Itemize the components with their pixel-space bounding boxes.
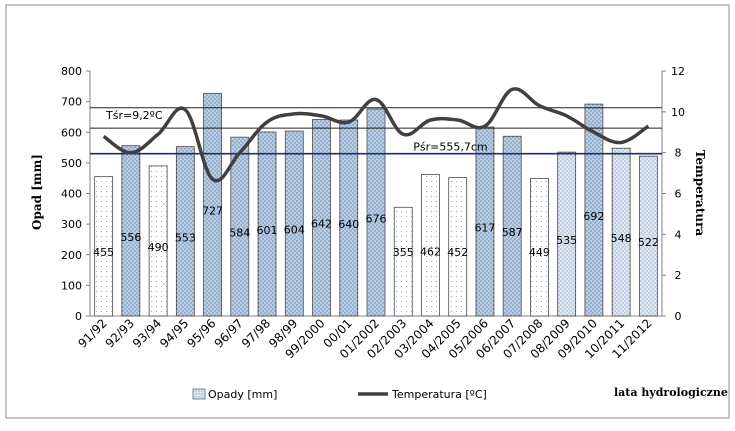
y-left-tick-label: 200 bbox=[61, 249, 82, 262]
y-right-tick-label: 2 bbox=[675, 269, 682, 282]
y-left-tick-label: 600 bbox=[61, 126, 82, 139]
bar-opady bbox=[94, 176, 114, 317]
bar-value-label: 692 bbox=[583, 210, 604, 223]
bar-opady bbox=[557, 151, 577, 317]
y-right-tick-label: 6 bbox=[675, 188, 682, 201]
bar-value-label: 449 bbox=[529, 246, 550, 259]
legend-swatch-opady bbox=[192, 388, 206, 400]
y-left-tick-label: 0 bbox=[75, 310, 82, 323]
bar-opady bbox=[584, 103, 604, 317]
bar-value-label: 584 bbox=[229, 227, 250, 240]
y-left-axis-title: Opad [mm] bbox=[30, 154, 44, 230]
y-right-axis-title: Temperatura bbox=[693, 150, 707, 237]
bar-value-label: 617 bbox=[474, 222, 495, 235]
bar-opady bbox=[175, 146, 195, 317]
bar-value-label: 601 bbox=[257, 224, 278, 237]
reference-label-precipitation-mean: Pśr=555,7cm bbox=[413, 141, 487, 154]
y-left-tick-label: 800 bbox=[61, 65, 82, 78]
bar-value-label: 462 bbox=[420, 245, 441, 258]
y-left-tick-label: 400 bbox=[61, 188, 82, 201]
legend-label-opady: Opady [mm] bbox=[208, 388, 277, 401]
y-right-tick-label: 8 bbox=[675, 147, 682, 160]
bar-opady bbox=[448, 177, 468, 317]
bar-opady bbox=[284, 130, 304, 317]
bar-value-label: 727 bbox=[202, 205, 223, 218]
bar-value-label: 642 bbox=[311, 218, 332, 231]
bar-value-label: 640 bbox=[338, 218, 359, 231]
temperature-line bbox=[102, 87, 650, 183]
y-left-tick-label: 500 bbox=[61, 157, 82, 170]
bar-value-label: 355 bbox=[393, 246, 414, 259]
bar-value-label: 452 bbox=[447, 246, 468, 259]
bar-opady bbox=[393, 206, 413, 317]
bar-value-label: 455 bbox=[93, 246, 114, 259]
y-right-tick-label: 12 bbox=[671, 65, 685, 78]
bar-value-label: 535 bbox=[556, 234, 577, 247]
bar-opady bbox=[148, 165, 168, 317]
bar-opady bbox=[366, 108, 386, 317]
bar-value-label: 490 bbox=[148, 241, 169, 254]
bar-opady bbox=[638, 155, 658, 317]
x-axis-title: lata hydrologiczne bbox=[614, 386, 728, 399]
y-right-tick-label: 10 bbox=[671, 106, 685, 119]
bar-opady bbox=[230, 136, 250, 317]
reference-label-temperature-mean: Tśr=9,2ºC bbox=[105, 109, 163, 122]
bar-opady bbox=[421, 174, 440, 317]
legend-label-temperatura: Temperatura [ºC] bbox=[391, 388, 487, 401]
bar-opady bbox=[530, 178, 549, 317]
bar-value-label: 553 bbox=[175, 231, 196, 244]
bar-opady bbox=[611, 147, 631, 317]
bar-opady bbox=[502, 135, 522, 317]
bar-value-label: 676 bbox=[366, 212, 387, 225]
bar-opady bbox=[203, 92, 222, 317]
y-right-tick-label: 4 bbox=[675, 228, 682, 241]
bar-value-label: 604 bbox=[284, 224, 305, 237]
y-left-tick-label: 700 bbox=[61, 96, 82, 109]
legend: Opady [mm] Temperatura [ºC] bbox=[192, 388, 487, 401]
y-left-tick-label: 300 bbox=[61, 218, 82, 231]
bar-value-label: 556 bbox=[120, 231, 141, 244]
bar-value-label: 587 bbox=[502, 226, 523, 239]
bar-opady bbox=[121, 145, 141, 317]
bar-value-label: 522 bbox=[638, 236, 659, 249]
bar-opady bbox=[257, 131, 277, 317]
bar-opady bbox=[312, 118, 331, 317]
bar-opady bbox=[339, 119, 359, 317]
bar-value-label: 548 bbox=[611, 232, 632, 245]
y-right-tick-label: 0 bbox=[675, 310, 682, 323]
y-left-tick-label: 100 bbox=[61, 279, 82, 292]
